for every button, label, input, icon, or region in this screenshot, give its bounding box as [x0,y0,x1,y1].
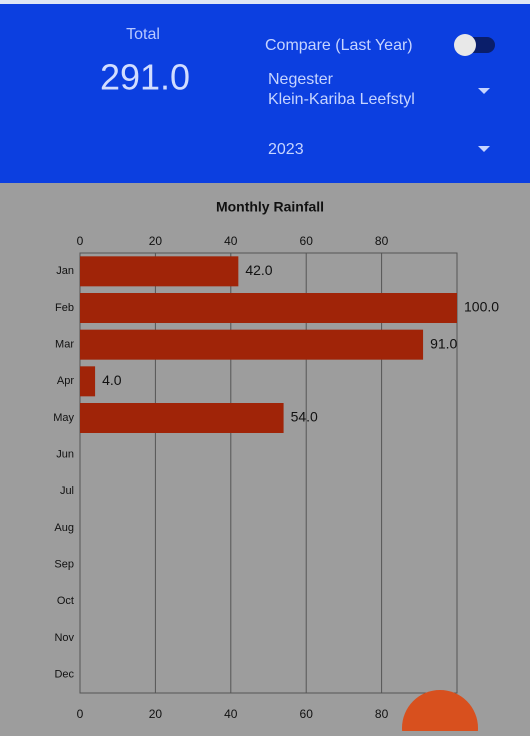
toggle-knob [454,34,476,56]
y-tick-label: Sep [54,559,74,571]
y-tick-label: Nov [54,632,74,644]
y-tick-label: Jul [60,485,74,497]
y-tick-label: Feb [55,302,74,314]
y-tick-label: Dec [54,669,74,681]
bar [80,329,424,360]
value-label: 91.0 [430,335,457,351]
x-tick-label: 60 [300,707,314,721]
total-label: Total [126,26,160,43]
location-line: Klein-Kariba Leefstyl [268,91,415,108]
x-tick-label: 80 [375,234,389,248]
location-dropdown[interactable]: Negester Klein-Kariba Leefstyl [268,71,490,108]
y-tick-label: May [53,412,74,424]
value-label: 42.0 [245,262,272,278]
x-tick-label: 20 [149,234,163,248]
y-tick-label: Aug [54,522,74,534]
x-tick-label: 40 [224,234,238,248]
value-label: 4.0 [102,372,122,388]
x-tick-label: 40 [224,707,238,721]
year-value: 2023 [268,141,304,158]
x-tick-label: 0 [77,707,84,721]
y-tick-label: Apr [57,375,74,387]
header-panel [0,0,530,183]
y-tick-label: Jun [56,449,74,461]
bar [80,403,284,433]
bar [80,366,96,397]
chart-title: Monthly Rainfall [216,199,324,215]
compare-toggle[interactable] [454,34,495,56]
bar [80,256,239,287]
dropdown-arrow [478,146,490,152]
location-line: Negester [268,71,334,88]
dropdown-arrow [478,88,490,94]
year-dropdown[interactable]: 2023 [268,141,490,158]
y-tick-label: Mar [55,339,74,351]
chart: 0 0 20 20 40 40 60 60 80 80 Jan 42.0 Feb 100.0 Mar 91.0… [53,234,499,721]
y-tick-label: Oct [57,595,74,607]
top-strip [0,0,530,4]
total-value: 291.0 [100,57,190,98]
x-tick-label: 60 [300,234,314,248]
x-tick-label: 20 [149,707,163,721]
x-tick-label: 0 [77,234,84,248]
value-label: 100.0 [464,299,499,315]
compare-label: Compare (Last Year) [265,37,413,54]
value-label: 54.0 [291,409,318,425]
y-tick-label: Jan [56,265,74,277]
x-tick-label: 80 [375,707,389,721]
add-button[interactable] [402,690,478,736]
bar [80,293,457,323]
